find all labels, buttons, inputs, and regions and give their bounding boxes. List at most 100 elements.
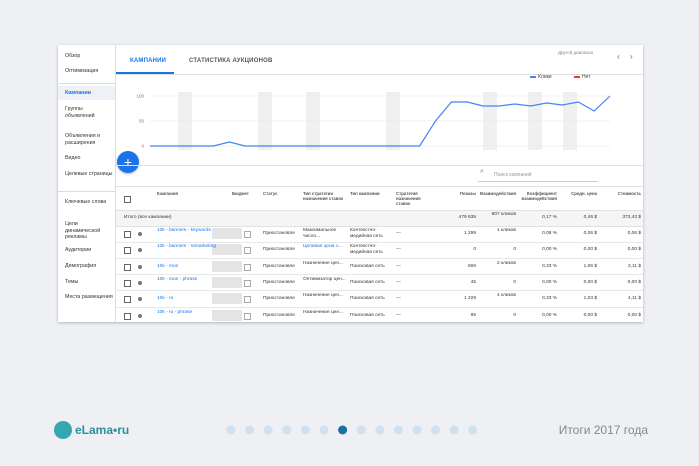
table-cell: — (396, 296, 401, 302)
next[interactable]: › (630, 52, 633, 61)
table-cell: Приостановле (263, 247, 295, 253)
table-cell: 1,06 $ (583, 263, 597, 269)
table-cell: — (396, 263, 401, 269)
logo: eLama•ru (75, 423, 129, 437)
nav-item[interactable]: Ключевые слова (65, 199, 107, 205)
nav-item[interactable]: Группы объявлений (65, 106, 95, 119)
table-cell: 0,08 % (542, 231, 557, 236)
y-tick-label: 50 (139, 119, 145, 124)
table-cell: 0,00 $ (583, 312, 597, 318)
page-dot (393, 425, 403, 435)
search-underline (478, 181, 598, 182)
prev[interactable]: ‹ (617, 52, 620, 61)
table-cell: 0 (513, 279, 516, 285)
row-divider (116, 257, 643, 259)
status-dot (138, 232, 142, 236)
table-cell: 10k - banners - remarketing (157, 244, 216, 250)
table-cell: 10k - banners - keywords (157, 228, 211, 233)
table-cell: 1 кликов (496, 228, 516, 233)
table-cell: 1 229 (463, 296, 476, 302)
table-cell: 1,03 $ (583, 296, 597, 302)
table-cell: 0,00 $ (627, 279, 641, 285)
checkbox (124, 231, 131, 238)
chart: 0 50 100 (136, 92, 611, 150)
status-dot (138, 297, 142, 302)
status-dot (138, 280, 142, 285)
nav-item[interactable]: Оптимизация (65, 68, 99, 74)
table-cell: Назначение цен... (303, 293, 343, 299)
nav-item[interactable]: Кампании (65, 90, 92, 96)
page-dot (431, 425, 441, 435)
table-cell: Приостановле (263, 263, 295, 269)
legend-label[interactable]: Клики (538, 74, 552, 80)
table-cell: — (396, 279, 401, 285)
image-icon (244, 231, 251, 238)
add-button[interactable]: + (117, 151, 139, 173)
table-cell: 0 (513, 247, 516, 253)
table-cell: 0,33 % (542, 296, 557, 302)
table-cell: 45 (470, 279, 476, 285)
table-cell: 0,17 % (542, 215, 557, 220)
divider (116, 74, 643, 75)
row-divider (116, 290, 643, 292)
blurred (212, 309, 242, 321)
table-cell: 0,00 % (542, 312, 557, 318)
nav-item[interactable]: Темы (65, 279, 79, 285)
table-cell: Максимальное число... (303, 228, 337, 239)
status-dot (138, 264, 142, 269)
row-bg (116, 210, 643, 227)
table-cell: 0,46 $ (583, 215, 597, 220)
table-cell: Стратегия назначения ставок (396, 191, 421, 206)
page-dot (356, 425, 366, 435)
table-cell: Кампания (157, 191, 178, 196)
table-cell: Целевая цена з... (303, 244, 342, 250)
page-dot (319, 425, 329, 435)
nav-item[interactable]: Аудитории (65, 247, 92, 253)
table-cell: Поисковая сеть (350, 263, 385, 269)
table-cell: Показы (459, 191, 476, 196)
tab[interactable]: КАМПАНИИ (130, 58, 167, 64)
search-input[interactable]: Поиск кампаний (494, 172, 532, 178)
table-cell: — (396, 247, 401, 253)
legend-label[interactable]: Нет (582, 74, 591, 80)
table-cell: — (396, 231, 401, 236)
table-cell: 0,06 $ (583, 231, 597, 236)
table-cell: 10k - ru (157, 296, 174, 302)
blurred (212, 260, 242, 272)
date-range[interactable]: Другой диапазон (558, 50, 594, 55)
row-divider (116, 274, 643, 276)
nav-item[interactable]: Цели динамической рекламы (65, 221, 101, 240)
nav-item[interactable]: Видео (65, 155, 81, 161)
table-cell: Тип стратегии назначения ставок (303, 191, 344, 201)
row-divider (116, 241, 643, 243)
table-cell: Средн. цена (571, 191, 597, 196)
nav-item[interactable]: Обзор (65, 53, 81, 59)
table-cell: Контекстно-медийная сеть (350, 228, 383, 239)
table-cell: Тип кампании (350, 191, 380, 196)
page-dot (282, 425, 292, 435)
blurred (212, 276, 242, 288)
table-cell: 0,00 $ (627, 247, 641, 253)
nav-item[interactable]: Демография (65, 263, 97, 269)
y-tick-label: 100 (136, 94, 144, 99)
table-cell: Приостановле (263, 231, 295, 236)
nav-item[interactable]: Объявления и расширения (65, 133, 101, 146)
table-cell: 4 кликов (496, 293, 516, 299)
table-cell: 606 (467, 263, 476, 269)
page-dot (412, 425, 422, 435)
table-cell: 0 (473, 247, 476, 253)
tab[interactable]: СТАТИСТИКА АУКЦИОНОВ (189, 58, 273, 64)
divider (116, 165, 643, 166)
page-dot (375, 425, 385, 435)
nav-item[interactable]: Места размещения (65, 294, 113, 300)
table-cell: Взаимодействия (480, 191, 516, 196)
table-cell: Приостановле (263, 312, 295, 318)
nav-item[interactable]: Целевые страницы (65, 171, 113, 177)
active-bg (58, 86, 115, 100)
page-dot (468, 425, 478, 435)
table-cell: 10k - mon - phrase (157, 276, 198, 282)
table-cell: Бюджет (232, 191, 249, 196)
checkbox (124, 196, 131, 203)
page-dot (226, 425, 236, 435)
